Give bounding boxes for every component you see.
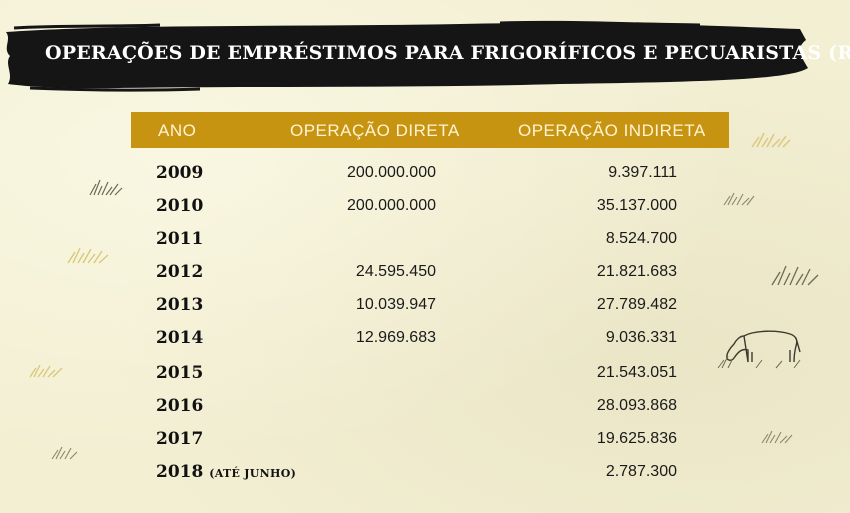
cow-icon [717,330,801,369]
direta-cell: 200.000.000 [347,197,436,214]
indireta-cell: 8.524.700 [605,230,677,247]
table-row: 2009 200.000.000 9.397.111 [0,163,850,193]
indireta-cell: 27.789.482 [596,296,677,313]
direta-cell: 24.595.450 [355,263,436,280]
indireta-cell: 2.787.300 [605,463,677,480]
indireta-cell: 19.625.836 [596,430,677,447]
table-row: 2014 12.969.683 9.036.331 [0,328,850,358]
grass-icon [67,247,109,264]
column-header-operacao-indireta: OPERAÇÃO INDIRETA [518,121,706,140]
grass-icon [51,446,78,460]
direta-cell: 200.000.000 [347,164,436,181]
table-row: 2013 10.039.947 27.789.482 [0,295,850,325]
indireta-cell: 9.397.111 [608,164,677,181]
table-header [131,112,729,148]
title-banner [0,18,810,96]
indireta-cell: 21.821.683 [596,263,677,280]
table-row: 2015 21.543.051 [0,363,850,393]
grass-icon [29,364,63,378]
grass-icon [723,192,755,206]
indireta-cell: 28.093.868 [596,397,677,414]
page-title: OPERAÇÕES DE EMPRÉSTIMOS PARA FRIGORÍFIC… [45,42,850,64]
grass-icon [751,132,791,148]
year-cell: 2012 [156,262,204,282]
year-cell: 2015 [156,363,204,383]
indireta-cell: 35.137.000 [596,197,677,214]
year-cell: 2010 [156,196,204,216]
grass-icon [761,430,793,444]
table-row: 2018 (ATÉ JUNHO) 2.787.300 [0,462,850,492]
year-cell: 2016 [156,396,204,416]
indireta-cell: 21.543.051 [596,364,677,381]
year-note: (ATÉ JUNHO) [209,467,297,480]
year-cell: 2018 (ATÉ JUNHO) [156,462,297,482]
year-cell: 2017 [156,429,204,449]
table-row: 2017 19.625.836 [0,429,850,459]
table-row: 2011 8.524.700 [0,229,850,259]
column-header-operacao-direta: OPERAÇÃO DIRETA [290,121,460,140]
year-cell: 2013 [156,295,204,315]
table-row: 2012 24.595.450 21.821.683 [0,262,850,292]
direta-cell: 12.969.683 [355,329,436,346]
grass-icon [89,179,123,196]
year-cell: 2009 [156,163,204,183]
grass-icon [771,265,819,286]
indireta-cell: 9.036.331 [605,329,677,346]
year-cell: 2014 [156,328,204,348]
year-cell: 2011 [156,229,204,249]
table-row: 2010 200.000.000 35.137.000 [0,196,850,226]
column-header-ano: ANO [158,121,197,140]
table-row: 2016 28.093.868 [0,396,850,426]
direta-cell: 10.039.947 [355,296,436,313]
